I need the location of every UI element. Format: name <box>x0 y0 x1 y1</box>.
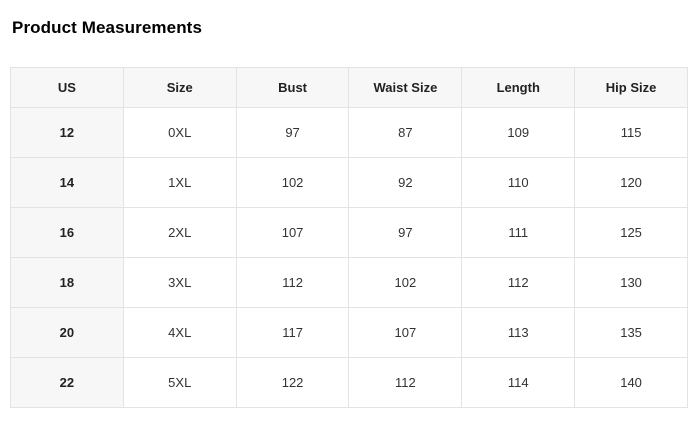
table-cell: 112 <box>461 256 576 308</box>
table-cell: 87 <box>348 106 463 158</box>
table-cell: 120 <box>574 156 688 208</box>
measurements-table: US Size Bust Waist Size Length Hip Size … <box>10 66 688 408</box>
table-cell: 125 <box>574 206 688 258</box>
table-row: 14 1XL 102 92 110 120 <box>10 156 688 208</box>
table-cell: 112 <box>348 356 463 408</box>
table-cell: 102 <box>235 156 350 208</box>
column-header-bust: Bust <box>235 66 350 108</box>
table-cell: 130 <box>574 256 688 308</box>
table-row: 16 2XL 107 97 111 125 <box>10 206 688 258</box>
column-header-waist-size: Waist Size <box>348 66 463 108</box>
column-header-us: US <box>10 66 124 108</box>
table-cell: 4XL <box>122 306 237 358</box>
section-title: Product Measurements <box>12 18 202 37</box>
table-cell: 112 <box>235 256 350 308</box>
table-cell: 2XL <box>122 206 237 258</box>
table-cell: 109 <box>461 106 576 158</box>
table-row: 18 3XL 112 102 112 130 <box>10 256 688 308</box>
table-cell: 117 <box>235 306 350 358</box>
table-cell: 3XL <box>122 256 237 308</box>
table-cell: 113 <box>461 306 576 358</box>
header-row: US Size Bust Waist Size Length Hip Size <box>10 66 688 108</box>
table-cell: 0XL <box>122 106 237 158</box>
row-header-cell: 16 <box>10 206 124 258</box>
table-cell: 102 <box>348 256 463 308</box>
table-cell: 110 <box>461 156 576 208</box>
table-cell: 122 <box>235 356 350 408</box>
table-row: 12 0XL 97 87 109 115 <box>10 106 688 158</box>
table-cell: 107 <box>235 206 350 258</box>
row-header-cell: 14 <box>10 156 124 208</box>
row-header-cell: 20 <box>10 306 124 358</box>
table-cell: 1XL <box>122 156 237 208</box>
column-header-size: Size <box>122 66 237 108</box>
table-cell: 5XL <box>122 356 237 408</box>
row-header-cell: 12 <box>10 106 124 158</box>
table-cell: 97 <box>348 206 463 258</box>
row-header-cell: 18 <box>10 256 124 308</box>
table-row: 22 5XL 122 112 114 140 <box>10 356 688 408</box>
table-cell: 114 <box>461 356 576 408</box>
column-header-length: Length <box>461 66 576 108</box>
table-cell: 111 <box>461 206 576 258</box>
table-cell: 115 <box>574 106 688 158</box>
table-cell: 135 <box>574 306 688 358</box>
table-row: 20 4XL 117 107 113 135 <box>10 306 688 358</box>
row-header-cell: 22 <box>10 356 124 408</box>
table-cell: 140 <box>574 356 688 408</box>
table-cell: 107 <box>348 306 463 358</box>
column-header-hip-size: Hip Size <box>574 66 688 108</box>
product-measurements-section: Product Measurements US Size Bust Waist … <box>0 17 698 408</box>
table-cell: 97 <box>235 106 350 158</box>
table-cell: 92 <box>348 156 463 208</box>
